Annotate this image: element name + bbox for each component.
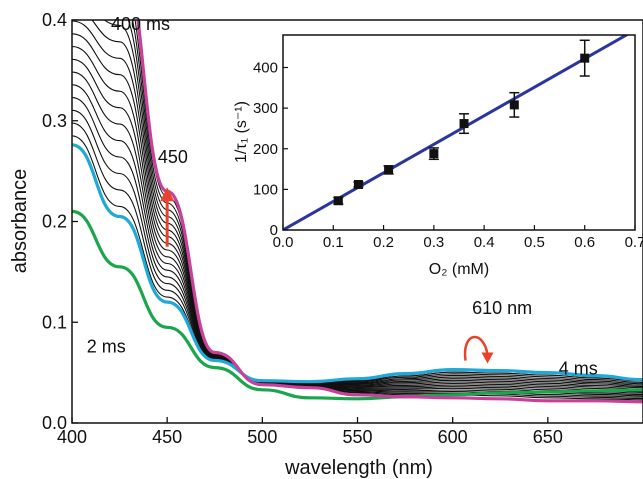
series-line-400-ms — [136, 20, 643, 404]
x-tick-label: 550 — [342, 427, 372, 447]
annotations: 400 ms 450 2 ms 610 nm 4 ms — [87, 14, 598, 379]
series-line-4-ms — [72, 143, 643, 384]
annotation-label: 400 ms — [111, 14, 170, 34]
inset-x-tick-label: 0.0 — [273, 234, 294, 251]
decrease-arrow-curve — [463, 335, 489, 361]
inset-data-point — [459, 119, 469, 129]
inset-data-point — [509, 100, 519, 110]
inset-axes: 0.0 0.1 0.2 0.3 0.4 0.5 0.6 0.7 0 100 200 300 400 — [253, 60, 643, 252]
inset-x-axis-title: O₂ (mM) — [429, 261, 489, 278]
inset-data-point — [384, 165, 394, 175]
inset-x-tick-label: 0.6 — [574, 234, 595, 251]
inset-y-tick-label: 100 — [253, 181, 278, 198]
decrease-arrow-head — [481, 352, 494, 364]
inset-y-axis-title: 1/τ₁ (s⁻¹) — [233, 101, 250, 163]
x-tick-label: 400 — [57, 427, 87, 447]
main-axes: 400 450 500 550 600 650 0.0 0.1 0.2 0.3 0.4 — [42, 10, 563, 447]
x-tick-label: 450 — [152, 427, 182, 447]
inset-y-tick-label: 200 — [253, 141, 278, 158]
inset-x-tick-label: 0.1 — [323, 234, 344, 251]
y-tick-label: 0.2 — [42, 212, 67, 232]
y-tick-label: 0.4 — [42, 10, 67, 30]
inset-y-tick-label: 300 — [253, 100, 278, 117]
inset-frame — [282, 34, 636, 231]
annotation-label: 4 ms — [559, 359, 598, 379]
x-tick-label: 650 — [533, 427, 563, 447]
inset-x-tick-label: 0.3 — [423, 234, 444, 251]
annotation-label: 450 — [158, 147, 188, 167]
inset-data-point — [333, 196, 343, 206]
inset-data-point — [429, 149, 439, 159]
main-plot-curves — [72, 20, 643, 404]
x-tick-label: 600 — [438, 427, 468, 447]
inset-y-tick-label: 400 — [253, 60, 278, 77]
inset-y-tick-label: 0 — [270, 222, 278, 239]
series-line-2-ms — [72, 209, 643, 401]
y-tick-label: 0.0 — [42, 413, 67, 433]
annotation-label: 2 ms — [87, 336, 126, 356]
y-tick-label: 0.3 — [42, 111, 67, 131]
increase-arrow-head — [160, 187, 175, 202]
inset-data-point — [353, 180, 363, 189]
x-tick-label: 500 — [247, 427, 277, 447]
inset-x-tick-label: 0.4 — [474, 234, 495, 251]
inset-plot — [283, 35, 630, 230]
y-axis-title: absorbance — [9, 169, 31, 274]
annotation-label: 610 nm — [472, 298, 532, 318]
inset-x-tick-label: 0.2 — [373, 234, 394, 251]
x-axis-title: wavelength (nm) — [284, 457, 433, 479]
arrows — [160, 187, 494, 364]
inset-x-tick-label: 0.5 — [524, 234, 545, 251]
inset-x-tick-label: 0.7 — [625, 234, 643, 251]
inset-data-point — [580, 53, 590, 63]
y-tick-label: 0.1 — [42, 312, 67, 332]
